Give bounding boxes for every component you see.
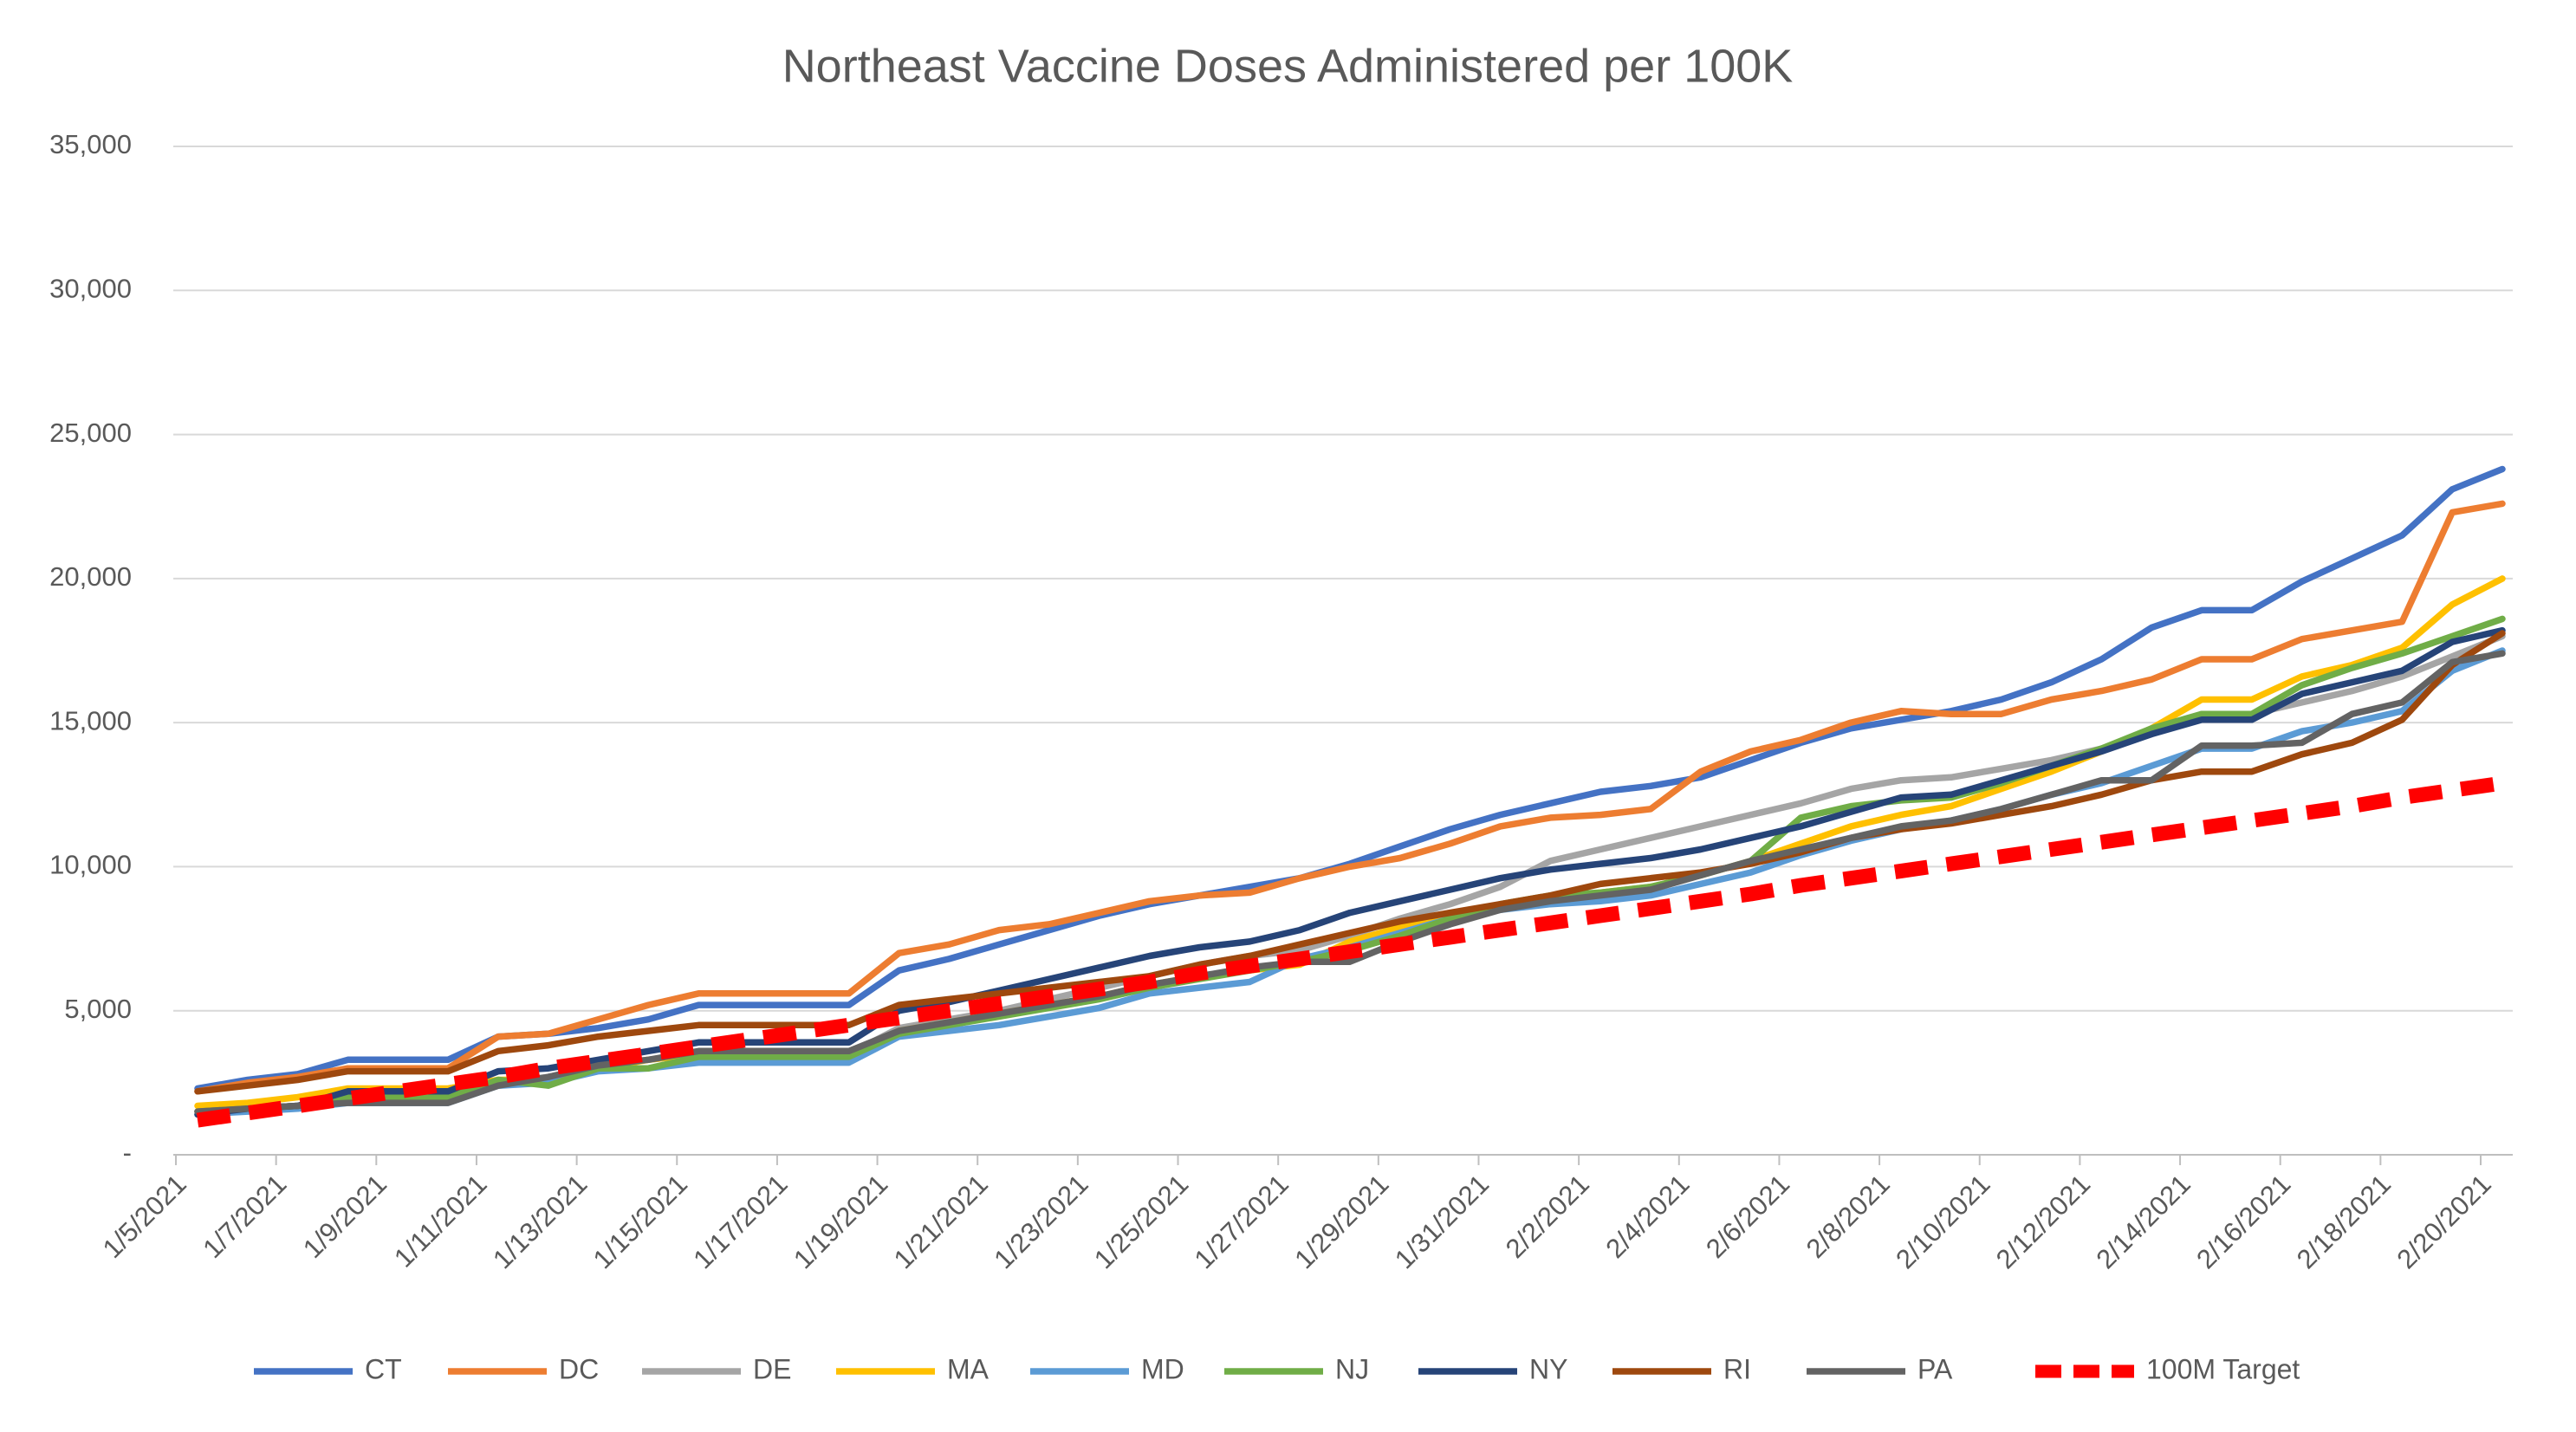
chart-title: Northeast Vaccine Doses Administered per…: [782, 40, 1794, 92]
y-tick-label: -: [123, 1137, 132, 1168]
target-line: [196, 775, 2504, 1128]
series-line: [194, 500, 2506, 1095]
legend-label: RI: [1723, 1353, 1751, 1384]
legend-label: NY: [1529, 1353, 1567, 1384]
series-line: [194, 630, 2506, 1095]
legend-label: MA: [947, 1353, 990, 1384]
legend-label: MD: [1141, 1353, 1184, 1384]
y-tick-label: 25,000: [49, 418, 132, 448]
y-tick-label: 10,000: [49, 850, 132, 880]
legend-label: DC: [559, 1353, 599, 1384]
y-tick-label: 20,000: [49, 561, 132, 592]
legend-label: PA: [1917, 1353, 1953, 1384]
legend-label: DE: [753, 1353, 791, 1384]
y-tick-label: 35,000: [49, 129, 132, 159]
y-tick-label: 15,000: [49, 705, 132, 735]
legend-label: CT: [365, 1353, 402, 1384]
y-tick-label: 5,000: [64, 994, 132, 1024]
legend-label: NJ: [1335, 1353, 1369, 1384]
legend-label: 100M Target: [2146, 1353, 2300, 1384]
y-tick-label: 30,000: [49, 273, 132, 303]
